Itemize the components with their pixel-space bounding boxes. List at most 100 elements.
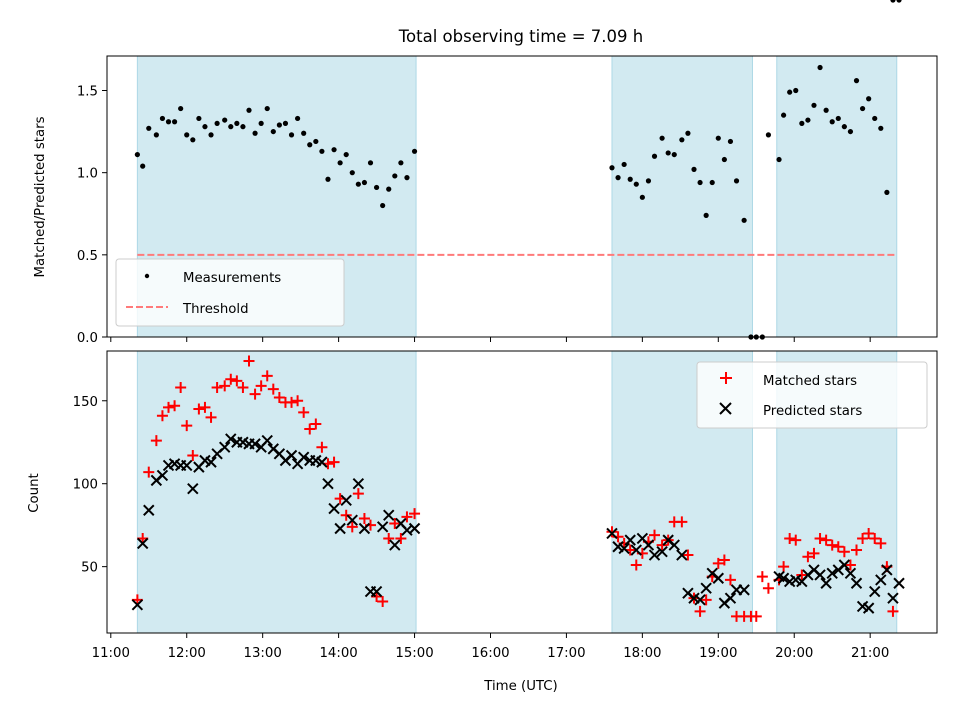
matched-star-point bbox=[649, 529, 661, 541]
measurement-point bbox=[671, 151, 677, 158]
matched-star-points bbox=[132, 355, 899, 622]
measurement-point bbox=[240, 124, 246, 130]
y-tick-label: 50 bbox=[81, 561, 98, 576]
legend-label-predicted: Predicted stars bbox=[763, 404, 862, 419]
measurement-point bbox=[847, 128, 854, 135]
predicted-star-point bbox=[642, 539, 655, 551]
matched-star-point bbox=[712, 557, 724, 569]
matched-star-point bbox=[175, 381, 187, 393]
measurement-point bbox=[805, 117, 811, 123]
predicted-star-point bbox=[316, 456, 328, 468]
measurement-point bbox=[633, 181, 639, 187]
x-tick-label: 15:00 bbox=[395, 646, 433, 661]
y-axis-label: Count bbox=[27, 473, 42, 513]
matched-star-point bbox=[718, 554, 730, 566]
matched-star-point bbox=[383, 532, 395, 544]
x-tick-label: 12:00 bbox=[168, 646, 206, 661]
y-tick-label: 100 bbox=[73, 478, 98, 493]
predicted-star-point bbox=[648, 549, 661, 561]
measurement-point bbox=[781, 112, 787, 118]
measurement-points bbox=[134, 0, 902, 340]
y-tick-label: 1.5 bbox=[77, 85, 98, 100]
measurement-point bbox=[325, 176, 331, 182]
measurement-point bbox=[349, 170, 355, 176]
measurement-point bbox=[715, 135, 721, 141]
predicted-star-point bbox=[340, 494, 352, 507]
measurement-point bbox=[361, 179, 368, 186]
measurement-point bbox=[258, 120, 264, 126]
matched-star-point bbox=[352, 488, 364, 500]
measurement-point bbox=[208, 132, 214, 138]
matched-star-point bbox=[682, 549, 694, 561]
x-tick-label: 11:00 bbox=[92, 646, 130, 661]
predicted-star-point bbox=[218, 441, 231, 453]
predicted-star-point bbox=[383, 509, 395, 521]
measurement-point bbox=[159, 115, 166, 122]
measurement-point bbox=[859, 105, 866, 112]
predicted-star-point bbox=[656, 546, 668, 558]
predicted-star-point bbox=[624, 534, 636, 546]
matched-star-point bbox=[875, 537, 887, 549]
predicted-star-point bbox=[261, 434, 273, 447]
y-axis-label: Matched/Predicted stars bbox=[33, 116, 48, 277]
matched-star-point bbox=[820, 534, 832, 546]
x-axis-label: Time (UTC) bbox=[483, 679, 558, 694]
measurement-point bbox=[301, 130, 307, 136]
matched-star-point bbox=[606, 526, 618, 538]
y-tick-label: 0.5 bbox=[77, 249, 98, 264]
predicted-star-point bbox=[181, 459, 193, 472]
measurement-point bbox=[264, 105, 270, 112]
y-tick-label: 150 bbox=[73, 395, 98, 410]
measurement-point bbox=[270, 128, 276, 135]
matched-star-point bbox=[340, 509, 352, 521]
observing-window bbox=[776, 55, 898, 338]
predicted-star-points bbox=[131, 433, 905, 614]
measurement-point bbox=[404, 175, 410, 181]
matched-star-point bbox=[857, 532, 869, 544]
predicted-star-point bbox=[370, 585, 383, 598]
matched-star-point bbox=[255, 380, 267, 392]
matched-star-point bbox=[156, 410, 168, 422]
y-tick-label: 1.0 bbox=[77, 167, 98, 182]
predicted-star-point bbox=[887, 592, 899, 604]
predicted-star-point bbox=[285, 449, 298, 462]
chart-title: Total observing time = 7.09 h bbox=[398, 27, 643, 46]
measurement-point bbox=[884, 189, 890, 195]
measurement-point bbox=[331, 147, 337, 153]
measurement-point bbox=[878, 125, 884, 131]
measurement-point bbox=[890, 0, 896, 3]
matched-star-point bbox=[389, 518, 401, 530]
plot-frame bbox=[106, 55, 938, 338]
measurement-point bbox=[639, 194, 645, 200]
measurement-point bbox=[196, 115, 202, 122]
legend: Matched stars Predicted stars bbox=[696, 361, 928, 429]
x-tick-label: 17:00 bbox=[547, 646, 585, 661]
y-axis-ticks: 0.0 0.5 1.0 1.5 bbox=[77, 85, 107, 346]
measurement-point bbox=[165, 119, 172, 125]
measurement-point bbox=[721, 156, 727, 163]
matched-star-point bbox=[826, 539, 838, 551]
measurement-point bbox=[178, 105, 184, 112]
matched-star-point bbox=[700, 594, 712, 606]
matched-star-point bbox=[409, 508, 421, 520]
measurement-point bbox=[627, 176, 633, 182]
predicted-star-point bbox=[143, 504, 155, 516]
predicted-star-point bbox=[712, 572, 725, 584]
measurement-point bbox=[411, 148, 418, 154]
matched-star-point bbox=[790, 534, 802, 546]
measurement-point bbox=[823, 107, 829, 113]
matched-star-point bbox=[887, 605, 899, 617]
matched-star-point bbox=[694, 605, 706, 617]
predicted-star-point bbox=[297, 451, 310, 463]
predicted-star-point bbox=[136, 537, 149, 550]
measurement-point bbox=[727, 138, 734, 145]
matched-star-point bbox=[193, 403, 205, 415]
matched-star-point bbox=[163, 401, 175, 413]
matched-star-point bbox=[231, 375, 243, 387]
matched-star-point bbox=[267, 383, 279, 395]
matched-star-point bbox=[316, 441, 328, 453]
measurement-point bbox=[214, 120, 220, 126]
measurement-point bbox=[171, 119, 178, 125]
measurement-point bbox=[697, 179, 703, 186]
